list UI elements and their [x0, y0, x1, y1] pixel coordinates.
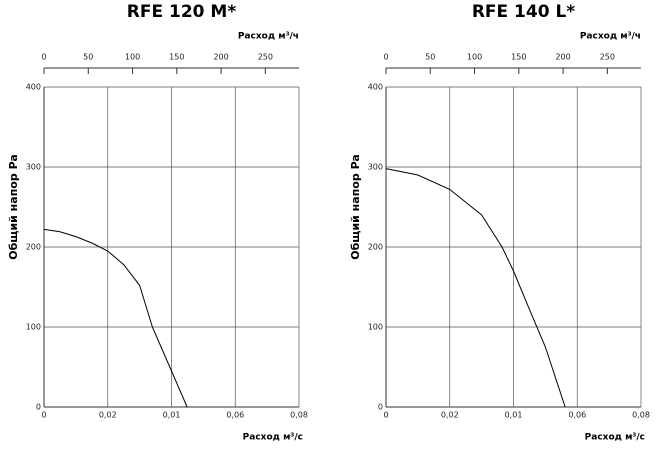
y-tick-label: 200 [26, 243, 41, 252]
curve [43, 228, 188, 408]
x2-axis-label: Расход м³/ч [580, 32, 641, 42]
x-tick-label: 0,02 [99, 411, 117, 420]
x-tick-label: 0,01 [505, 411, 523, 420]
x2-tick-label: 50 [425, 53, 435, 62]
y-tick-label: 400 [368, 83, 383, 92]
y-tick-label: 0 [36, 403, 41, 412]
y-tick-label: 0 [378, 403, 383, 412]
x-tick-label: 0,06 [226, 411, 244, 420]
x-axis-label: Расход м³/с [243, 433, 303, 443]
x-axis-label: Расход м³/с [585, 433, 645, 443]
x2-tick-label: 50 [83, 53, 93, 62]
chart-title: RFE 120 M* [127, 2, 237, 22]
x2-tick-label: 100 [467, 53, 482, 62]
y-axis-label: Общий напор Pa [7, 154, 20, 260]
x2-tick-label: 150 [169, 53, 184, 62]
chart-title: RFE 140 L* [472, 2, 575, 22]
x2-axis-label: Расход м³/ч [238, 32, 299, 42]
x2-tick-label: 150 [511, 53, 526, 62]
y-tick-label: 400 [26, 83, 41, 92]
x-tick-label: 0 [41, 411, 46, 420]
y-axis-label: Общий напор Pa [349, 154, 362, 260]
x2-tick-label: 200 [213, 53, 228, 62]
x2-tick-label: 250 [600, 53, 615, 62]
y-tick-label: 100 [368, 323, 383, 332]
x-tick-label: 0,02 [441, 411, 459, 420]
y-tick-label: 300 [368, 163, 383, 172]
x-tick-label: 0,01 [163, 411, 181, 420]
y-tick-label: 300 [26, 163, 41, 172]
x-tick-label: 0 [383, 411, 388, 420]
x2-tick-label: 0 [383, 53, 388, 62]
x2-tick-label: 250 [258, 53, 273, 62]
y-tick-label: 100 [26, 323, 41, 332]
x-tick-label: 0,08 [290, 411, 308, 420]
x2-tick-label: 100 [125, 53, 140, 62]
y-tick-label: 200 [368, 243, 383, 252]
x2-tick-label: 200 [555, 53, 570, 62]
curve [385, 168, 566, 408]
x2-tick-label: 0 [41, 53, 46, 62]
x-tick-label: 0,06 [568, 411, 586, 420]
x-tick-label: 0,08 [632, 411, 650, 420]
